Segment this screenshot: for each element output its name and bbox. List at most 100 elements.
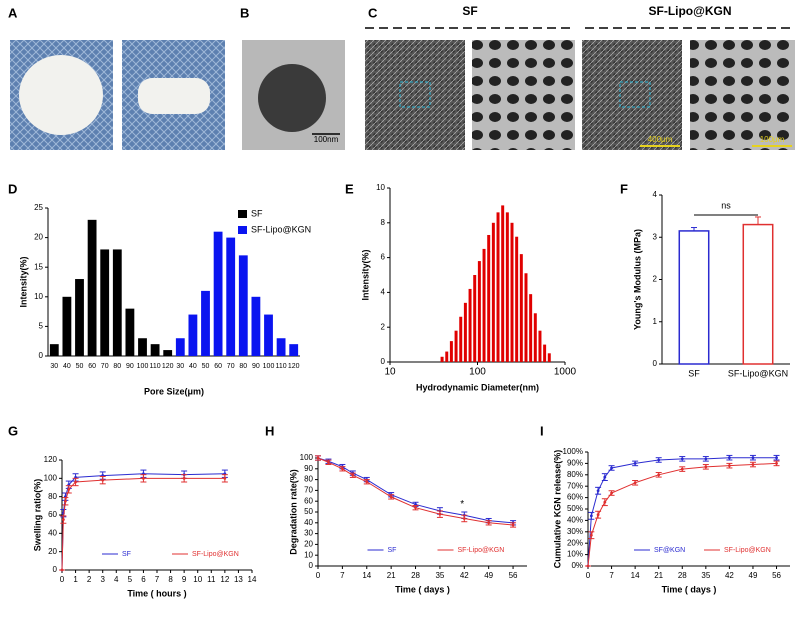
y-tick-label: 100 xyxy=(44,473,58,482)
y-tick-label: 0 xyxy=(653,359,658,368)
legend-label: SF xyxy=(388,547,397,554)
legend-label: SF xyxy=(251,208,263,218)
x-tick-label: 8 xyxy=(168,575,173,584)
x-tick-label: 0 xyxy=(586,571,591,580)
x-tick-label: 80 xyxy=(113,363,121,370)
y-tick-label: 20 xyxy=(48,547,57,556)
bar xyxy=(226,237,236,356)
legend-label: SF-Lipo@KGN xyxy=(724,547,771,554)
panel-label: A xyxy=(8,5,18,20)
zoom-box xyxy=(399,81,431,108)
x-tick-label: 30 xyxy=(176,363,184,370)
bar xyxy=(276,338,286,356)
y-tick-label: 50 xyxy=(304,507,313,516)
bar xyxy=(175,338,185,356)
y-tick-label: 0 xyxy=(39,351,44,360)
annotation: * xyxy=(460,499,464,510)
x-tick-label: SF-Lipo@KGN xyxy=(728,368,788,378)
bar xyxy=(473,275,477,362)
y-tick-label: 8 xyxy=(381,218,386,227)
bar xyxy=(678,230,710,365)
legend-swatch xyxy=(238,210,247,218)
y-tick-label: 30 xyxy=(304,529,313,538)
x-tick-label: 12 xyxy=(220,575,229,584)
x-tick-label: 7 xyxy=(340,571,345,580)
bar xyxy=(188,314,198,356)
x-tick-label: 42 xyxy=(460,571,469,580)
scaffold xyxy=(19,55,103,135)
x-axis-label: Time ( days ) xyxy=(662,584,717,594)
sem-image xyxy=(690,40,795,150)
y-tick-label: 120 xyxy=(44,455,58,464)
legend-label: SF-Lipo@KGN xyxy=(458,547,505,554)
y-tick-label: 6 xyxy=(381,253,386,262)
bar xyxy=(533,313,537,362)
y-tick-label: 90 xyxy=(304,464,313,473)
y-axis-label: Young's Modulus (MPa) xyxy=(632,229,642,330)
x-tick-label: 110 xyxy=(150,363,161,370)
y-tick-label: 60 xyxy=(304,496,313,505)
y-tick-label: 15 xyxy=(34,262,43,271)
y-tick-label: 70% xyxy=(567,481,583,490)
x-tick-label: 21 xyxy=(654,571,663,580)
x-tick-label: 90 xyxy=(126,363,134,370)
bar xyxy=(459,316,463,362)
x-tick-label: 40 xyxy=(63,363,71,370)
bar xyxy=(491,222,495,362)
x-tick-label: 120 xyxy=(162,363,174,370)
y-axis-label: Intensity(%) xyxy=(18,256,28,307)
x-tick-label: 42 xyxy=(725,571,734,580)
y-tick-label: 40 xyxy=(304,518,313,527)
x-tick-label: 10 xyxy=(193,575,202,584)
x-tick-label: 50 xyxy=(202,363,210,370)
sem-image xyxy=(472,40,575,150)
x-tick-label: 100 xyxy=(469,367,486,378)
zoom-box xyxy=(619,81,651,108)
bar xyxy=(289,344,299,356)
y-tick-label: 4 xyxy=(381,288,386,297)
bar xyxy=(100,249,110,356)
bar xyxy=(742,223,774,365)
x-tick-label: 10 xyxy=(384,367,396,378)
group-label: SF-Lipo@KGN xyxy=(648,4,731,18)
y-tick-label: 1 xyxy=(653,317,658,326)
y-tick-label: 20% xyxy=(567,538,583,547)
y-tick-label: 40 xyxy=(48,528,57,537)
bar xyxy=(445,351,449,362)
panel-label: G xyxy=(8,423,18,438)
x-tick-label: 13 xyxy=(234,575,243,584)
x-tick-label: 11 xyxy=(207,575,216,584)
bar xyxy=(477,261,481,362)
x-tick-label: 7 xyxy=(155,575,160,584)
bar xyxy=(238,255,248,356)
x-tick-label: 35 xyxy=(435,571,444,580)
y-tick-label: 100% xyxy=(563,447,583,456)
scale-bar-label: 400μm xyxy=(648,135,673,144)
x-tick-label: 2 xyxy=(87,575,92,584)
y-tick-label: 10 xyxy=(304,550,313,559)
y-tick-label: 0% xyxy=(571,561,583,570)
bar xyxy=(547,353,551,362)
bar xyxy=(496,212,500,362)
bar xyxy=(463,302,467,362)
bar xyxy=(112,249,122,356)
y-tick-label: 30% xyxy=(567,527,583,536)
bar xyxy=(515,236,519,362)
bar xyxy=(440,356,444,362)
x-tick-label: SF xyxy=(688,368,700,378)
sem-image xyxy=(365,40,465,150)
y-axis-label: Intensity(%) xyxy=(360,249,370,300)
x-tick-label: 21 xyxy=(387,571,396,580)
bar xyxy=(538,330,542,362)
bar xyxy=(62,296,72,356)
y-tick-label: 80% xyxy=(567,470,583,479)
y-tick-label: 0 xyxy=(381,357,386,366)
x-tick-label: 28 xyxy=(678,571,687,580)
legend-label: SF-Lipo@KGN xyxy=(192,551,239,558)
line xyxy=(317,457,514,524)
x-tick-label: 1 xyxy=(73,575,78,584)
y-tick-label: 20 xyxy=(304,540,313,549)
panel-label: E xyxy=(345,181,354,196)
y-tick-label: 40% xyxy=(567,516,583,525)
